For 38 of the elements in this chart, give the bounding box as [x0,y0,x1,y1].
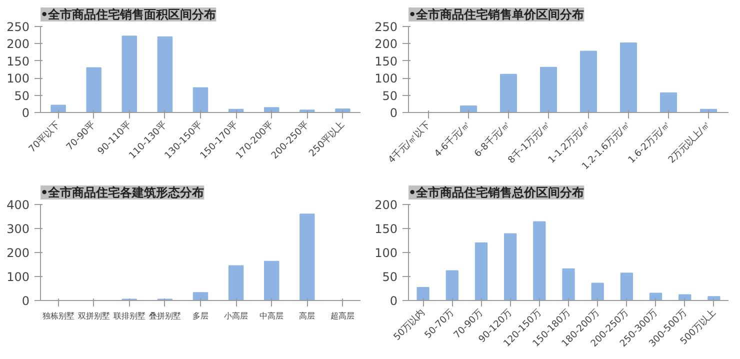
y-tick-label: 50 [382,270,398,284]
x-tick-label: 中高层 [260,312,284,320]
x-tick-label: 小高层 [224,312,248,320]
y-tick-label: 200 [374,37,398,52]
y-tick-label: 100 [374,246,398,260]
x-tick-label: 4-6千元/㎡ [432,120,472,160]
y-tick-label: 400 [6,198,30,212]
chart-title: •全市商品住宅销售总价区间分布 [408,186,584,200]
x-tick-label: 70平以下 [26,120,62,155]
y-tick-label: 0 [390,294,398,308]
x-tick-label: 4千元/㎡以下 [386,120,432,166]
y-tick-label: 100 [374,72,398,86]
chart-title: •全市商品住宅销售面积区间分布 [40,8,216,22]
y-tick-label: 250 [6,20,30,34]
y-tick-label: 50 [382,88,398,103]
y-tick-label: 150 [374,222,398,236]
x-tick-label: 双拼别墅 [78,312,110,320]
y-tick-label: 200 [6,37,30,52]
y-tick-label: 300 [6,222,30,236]
y-tick-label: 0 [22,106,30,120]
y-tick-label: 200 [6,246,30,260]
x-tick-label: 联排别墅 [113,312,146,320]
y-tick-label: 150 [6,54,30,68]
y-tick-label: 100 [6,72,30,86]
chart-title: •全市商品住宅各建筑形态分布 [40,186,204,200]
y-tick-label: 150 [374,54,398,68]
x-tick-label: 高层 [299,312,316,320]
y-tick-label: 200 [374,198,398,212]
y-tick-label: 50 [14,88,30,103]
x-tick-label: 多层 [192,312,208,320]
y-tick-label: 250 [374,20,398,34]
x-tick-label: 独栋别墅 [42,312,74,320]
y-tick-label: 100 [6,270,30,284]
x-tick-label: 叠拼别墅 [148,312,181,320]
x-tick-label: 超高层 [330,312,355,320]
y-tick-label: 0 [390,106,398,120]
chart-title: •全市商品住宅销售单价区间分布 [408,8,584,22]
y-tick-label: 0 [22,294,30,308]
